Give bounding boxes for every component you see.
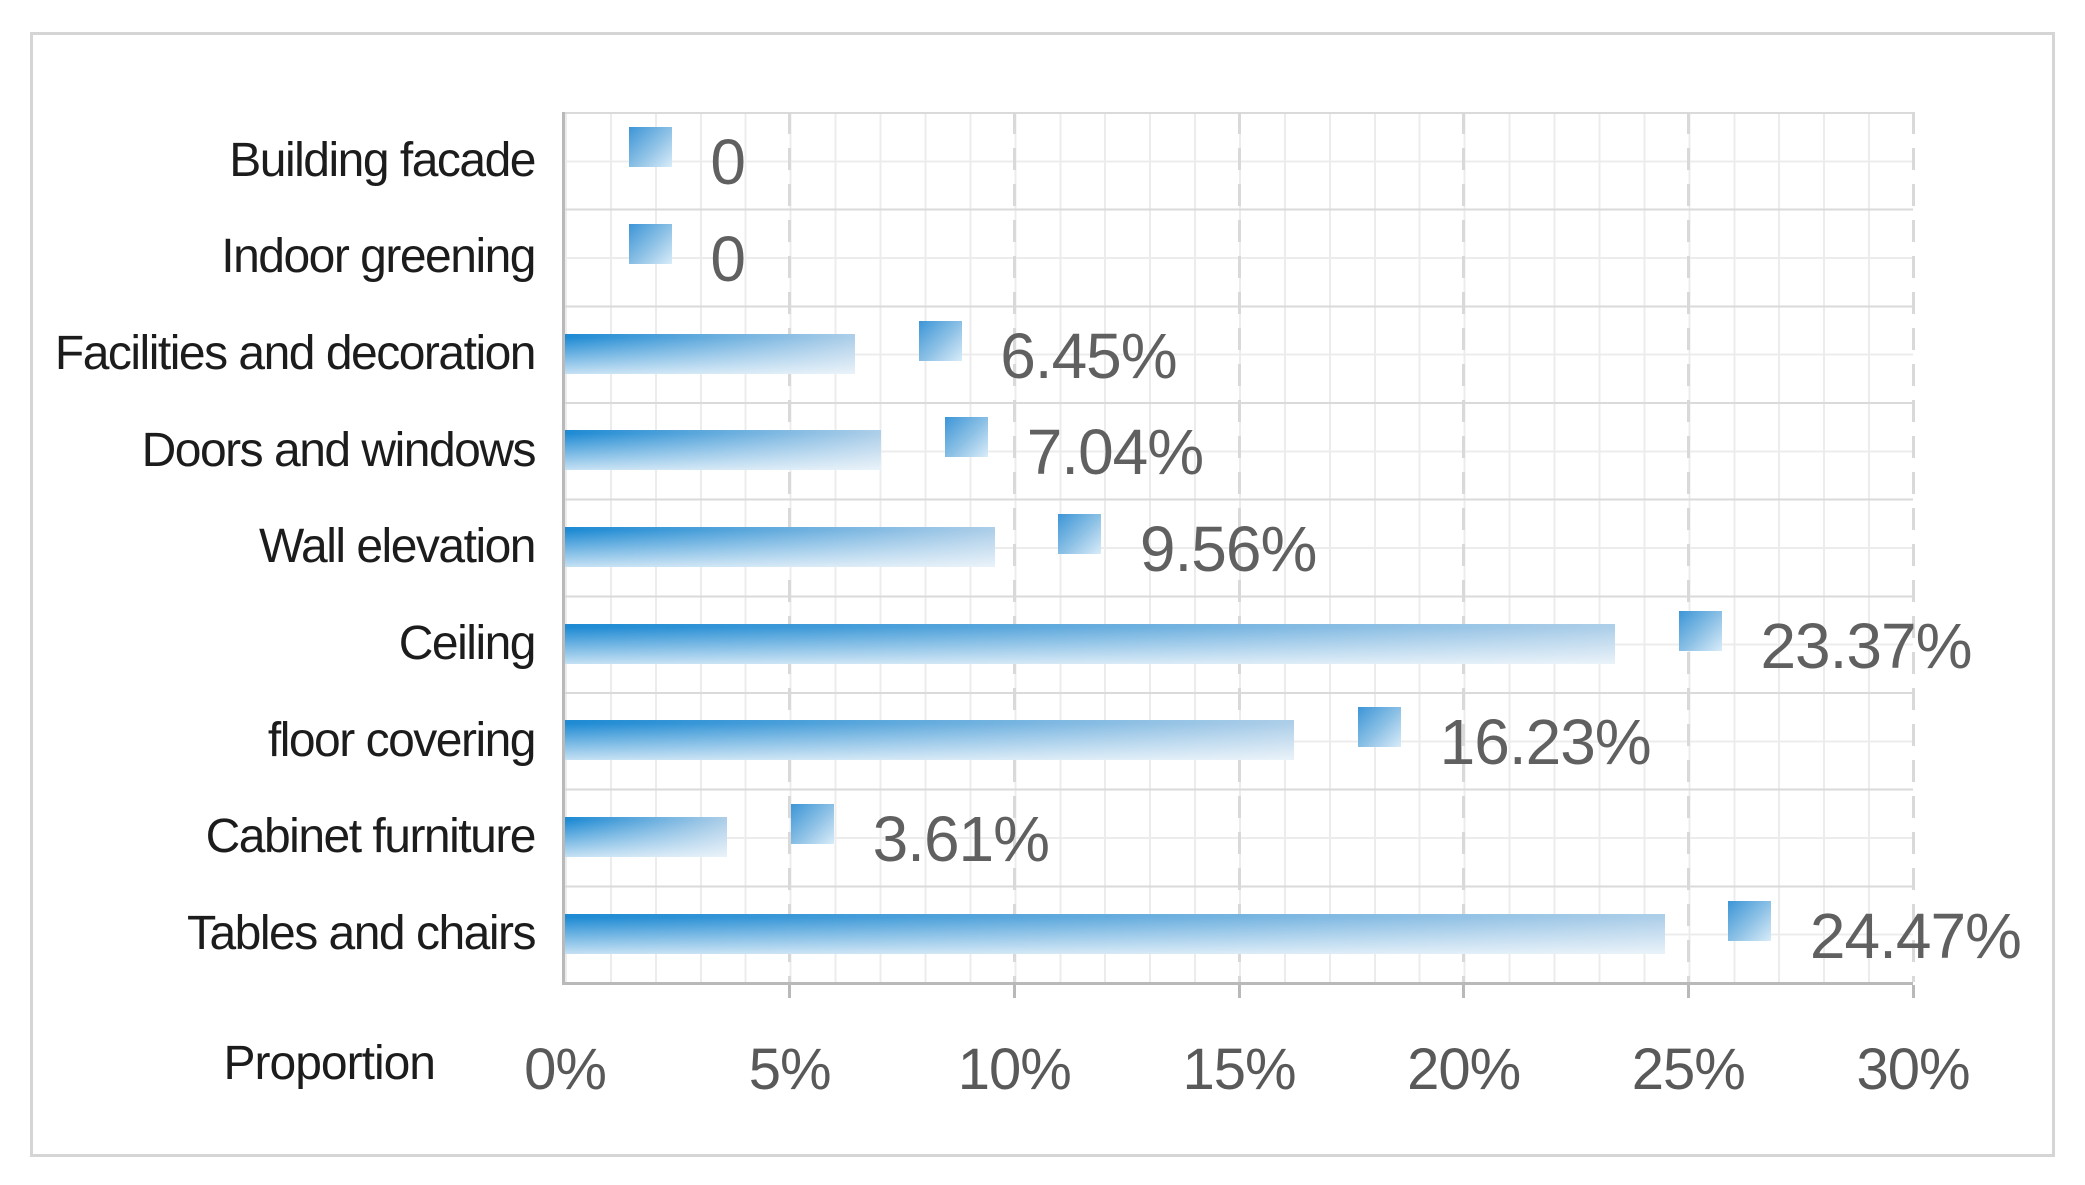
axis-tick-mark (1237, 985, 1241, 998)
plot-area: 0 0 6.45% 7.04% 9.56% 23.37% 16.23% 3.61% 24.47% (562, 112, 2022, 985)
axis-tick-mark (1012, 985, 1016, 998)
axis-tick-mark (788, 985, 792, 998)
bar (565, 817, 728, 857)
bar-marker (628, 127, 672, 168)
data-label: 24.47% (1809, 899, 2022, 972)
x-tick-label: 0% (524, 1037, 607, 1102)
category-label: Building facade (229, 133, 536, 187)
x-tick-label: 10% (957, 1037, 1072, 1102)
major-gridline (1462, 112, 1466, 982)
bar-marker (791, 804, 835, 844)
data-label: 7.04% (1026, 416, 1204, 489)
bar (565, 430, 882, 471)
category-label: floor covering (267, 713, 537, 767)
bar-marker (628, 224, 672, 264)
major-gridline (1237, 112, 1241, 982)
x-tick-label: 25% (1631, 1037, 1746, 1102)
bar-marker (1678, 610, 1722, 651)
bar (565, 623, 1616, 664)
x-tick-label: 20% (1407, 1037, 1521, 1102)
bar-marker (1728, 900, 1772, 941)
chart-frame (30, 32, 2055, 1157)
major-gridline (1911, 112, 1915, 982)
x-tick-label: 30% (1856, 1037, 1970, 1102)
category-label: Doors and windows (141, 423, 537, 477)
category-label: Tables and chairs (186, 907, 537, 961)
category-label: Wall elevation (258, 520, 537, 574)
data-label: 23.37% (1760, 609, 1972, 682)
axis-tick-mark (1686, 985, 1690, 998)
major-gridline (1012, 112, 1016, 982)
bar-marker (918, 320, 962, 361)
bar-marker (945, 417, 989, 458)
category-label: Facilities and decoration (54, 327, 537, 381)
bar (565, 333, 855, 374)
data-label: 6.45% (1000, 319, 1177, 392)
category-label: Ceiling (398, 617, 537, 671)
bar (565, 720, 1295, 761)
bar (565, 527, 995, 567)
data-label: 9.56% (1139, 513, 1317, 585)
bar-marker (1058, 514, 1102, 554)
data-label: 16.23% (1439, 706, 1652, 779)
data-label: 0 (710, 126, 746, 199)
category-label: Cabinet furniture (205, 810, 537, 864)
bar (565, 913, 1665, 954)
x-axis-title: Proportion (223, 1037, 436, 1090)
x-tick-label: 15% (1182, 1037, 1296, 1102)
data-label: 3.61% (872, 803, 1050, 875)
major-gridline (1686, 112, 1690, 982)
bar-marker (1358, 707, 1402, 748)
x-tick-label: 5% (748, 1037, 832, 1102)
data-label: 0 (710, 223, 746, 295)
axis-tick-mark (1462, 985, 1466, 998)
axis-tick-mark (1911, 985, 1915, 998)
category-label: Indoor greening (221, 230, 536, 284)
